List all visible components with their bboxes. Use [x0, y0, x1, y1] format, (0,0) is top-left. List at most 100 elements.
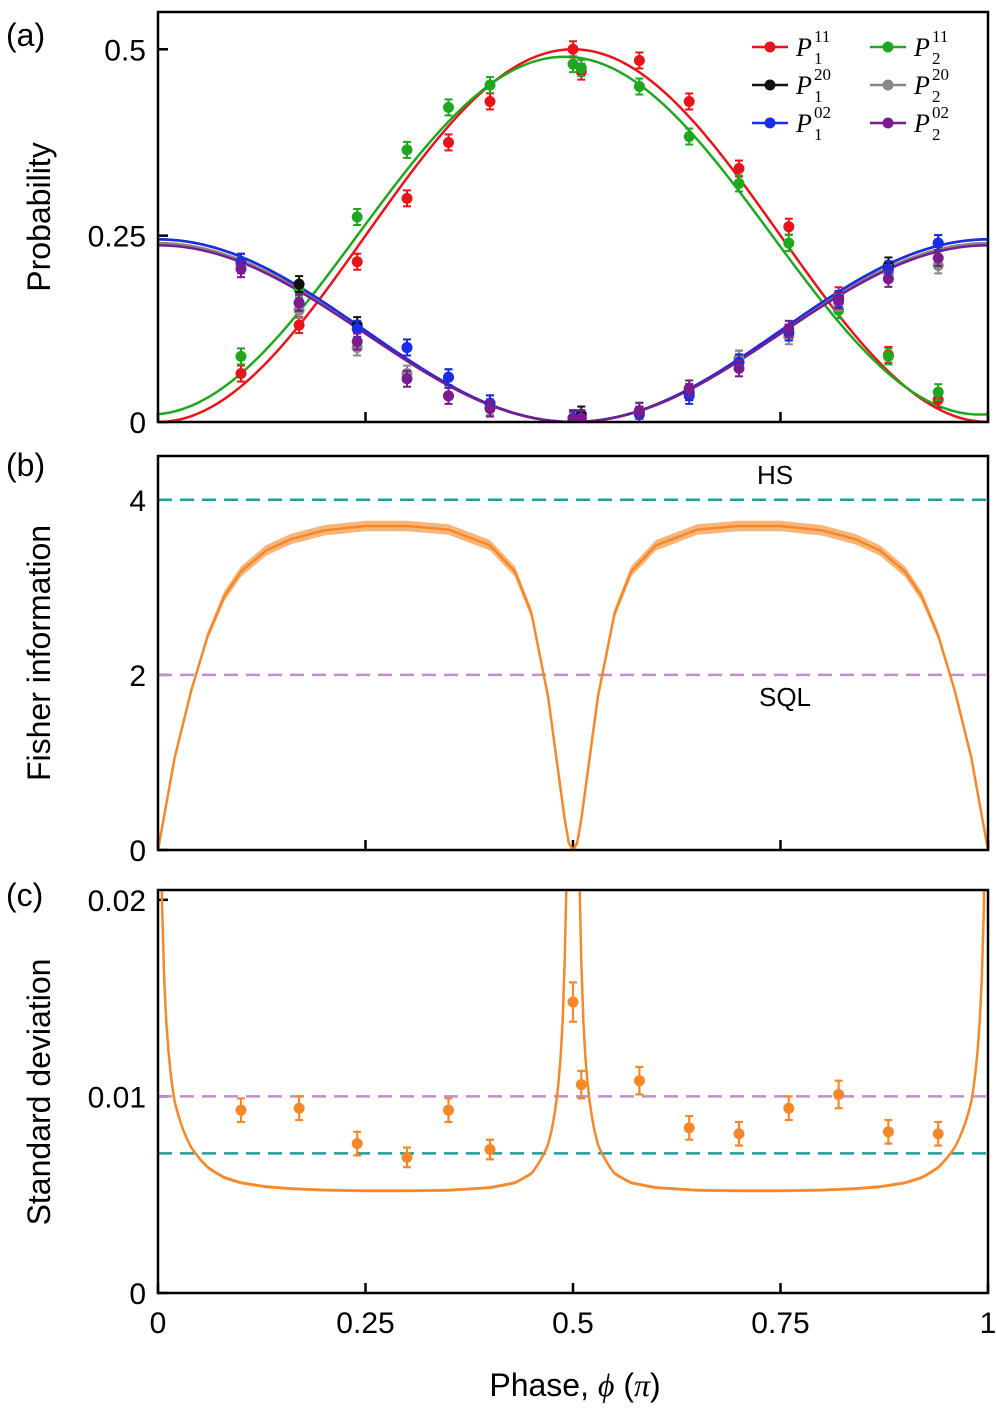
- data-point-p2_02: [882, 273, 894, 285]
- data-point-p2_02: [293, 297, 305, 309]
- hs-label: HS: [757, 460, 793, 490]
- panel-a-ylabel: Probability: [21, 142, 57, 291]
- std-data-point: [293, 1102, 305, 1114]
- legend-marker-p1_02: [764, 117, 776, 129]
- std-data-point: [633, 1075, 645, 1087]
- legend-sup-p1_11: 11: [814, 27, 830, 46]
- panel-c-label: (c): [6, 877, 43, 913]
- data-point-p2_11: [683, 130, 695, 142]
- data-point-p1_20: [293, 278, 305, 290]
- data-point-p1_02: [882, 263, 894, 275]
- x-tick-label: 0.5: [552, 1307, 594, 1340]
- panel-b-yticks: 0 2 4: [129, 485, 168, 868]
- x-axis-title-main: Phase,: [489, 1367, 598, 1403]
- y-tick-label: 0.01: [88, 1081, 146, 1114]
- legend-sub-p2_02: 2: [932, 125, 941, 144]
- fisher-uncertainty-band: [158, 520, 988, 850]
- legend-sub-p1_11: 1: [814, 49, 823, 68]
- data-point-p1_11: [633, 54, 645, 66]
- std-uncertainty-band: [161, 890, 985, 1193]
- data-point-p1_11: [567, 43, 579, 55]
- panel-c: (c) Standard deviation 0 0.01 0.02: [6, 877, 990, 1311]
- legend-sub-p1_20: 1: [814, 87, 823, 106]
- data-point-p2_02: [833, 294, 845, 306]
- x-axis-title-close: ): [650, 1367, 661, 1403]
- legend-marker-p2_20: [882, 79, 894, 91]
- x-tick-label: 0.25: [336, 1307, 394, 1340]
- data-point-p1_11: [733, 163, 745, 175]
- std-data-point: [567, 996, 579, 1008]
- legend-sup-p2_20: 20: [932, 65, 949, 84]
- data-point-p1_02: [401, 341, 413, 353]
- x-tick-label: 1: [980, 1307, 997, 1340]
- x-axis-tick-labels: 0 0.25 0.5 0.75 1: [150, 1307, 997, 1340]
- data-point-p2_11: [484, 79, 496, 91]
- legend-label-p1_20: P: [795, 71, 812, 100]
- data-point-p1_11: [783, 221, 795, 233]
- data-point-p2_11: [882, 350, 894, 362]
- data-point-p2_11: [575, 62, 587, 74]
- legend-marker-p1_20: [764, 79, 776, 91]
- y-tick-label: 0: [129, 835, 146, 868]
- y-tick-label: 0: [129, 1278, 146, 1311]
- data-point-p2_11: [401, 144, 413, 156]
- legend-marker-p2_11: [882, 41, 894, 53]
- x-axis-title-symbol: ϕ: [598, 1367, 615, 1403]
- legend-label-p2_20: P: [913, 71, 930, 100]
- legend-label-p1_11: P: [795, 33, 812, 62]
- panel-a-data-points: [235, 40, 944, 422]
- std-data-point: [484, 1143, 496, 1155]
- x-axis-title: Phase, ϕ (π): [489, 1367, 660, 1403]
- data-point-p1_02: [932, 237, 944, 249]
- data-point-p2_02: [484, 403, 496, 415]
- std-data-point: [351, 1138, 363, 1150]
- data-point-p2_11: [932, 386, 944, 398]
- y-tick-label: 0.5: [104, 34, 146, 67]
- y-tick-label: 2: [129, 660, 146, 693]
- data-point-p2_11: [733, 177, 745, 189]
- legend-sub-p1_02: 1: [814, 125, 823, 144]
- std-data-point: [443, 1104, 454, 1116]
- data-point-p1_11: [235, 368, 247, 380]
- data-point-p2_02: [567, 414, 579, 422]
- x-tick-label: 0: [150, 1307, 167, 1340]
- panel-c-ylabel: Standard deviation: [21, 959, 57, 1226]
- std-data-point: [575, 1079, 587, 1091]
- legend-sup-p1_20: 20: [814, 65, 831, 84]
- sql-label: SQL: [759, 682, 811, 712]
- data-point-p1_11: [401, 192, 413, 204]
- data-point-p2_02: [932, 252, 944, 264]
- panel-b: (b) Fisher information 0 2 4 HS SQL: [6, 447, 990, 868]
- std-data-point: [733, 1128, 745, 1140]
- data-point-p2_02: [443, 390, 454, 402]
- std-data-point: [401, 1151, 413, 1163]
- legend-sub-p2_20: 2: [932, 87, 941, 106]
- y-tick-label: 4: [129, 485, 146, 518]
- panel-a-yticks: 0 0.25 0.5: [88, 34, 168, 440]
- std-data-point: [882, 1126, 894, 1138]
- std-data-point: [683, 1122, 695, 1134]
- data-point-p1_02: [443, 371, 454, 383]
- legend-sub-p2_11: 2: [932, 49, 941, 68]
- data-point-p2_11: [783, 237, 795, 249]
- x-axis-title-unit: π: [634, 1367, 651, 1403]
- panel-a-frame: [156, 10, 990, 424]
- data-point-p1_11: [443, 136, 454, 148]
- data-point-p1_02: [351, 323, 363, 335]
- data-point-p2_02: [401, 373, 413, 385]
- data-point-p2_11: [443, 101, 454, 113]
- panel-c-yticks: 0 0.01 0.02: [88, 885, 168, 1311]
- std-data-point: [932, 1128, 944, 1140]
- legend-sup-p2_02: 02: [932, 103, 949, 122]
- panel-b-frame: [156, 454, 990, 852]
- data-point-p2_02: [575, 412, 587, 422]
- legend-marker-p1_11: [764, 41, 776, 53]
- data-point-p2_02: [351, 335, 363, 347]
- y-tick-label: 0.02: [88, 885, 146, 918]
- legend-sup-p1_02: 02: [814, 103, 831, 122]
- data-point-p2_02: [235, 263, 247, 275]
- data-point-p1_11: [484, 95, 496, 107]
- fisher-information-curve: [158, 524, 988, 850]
